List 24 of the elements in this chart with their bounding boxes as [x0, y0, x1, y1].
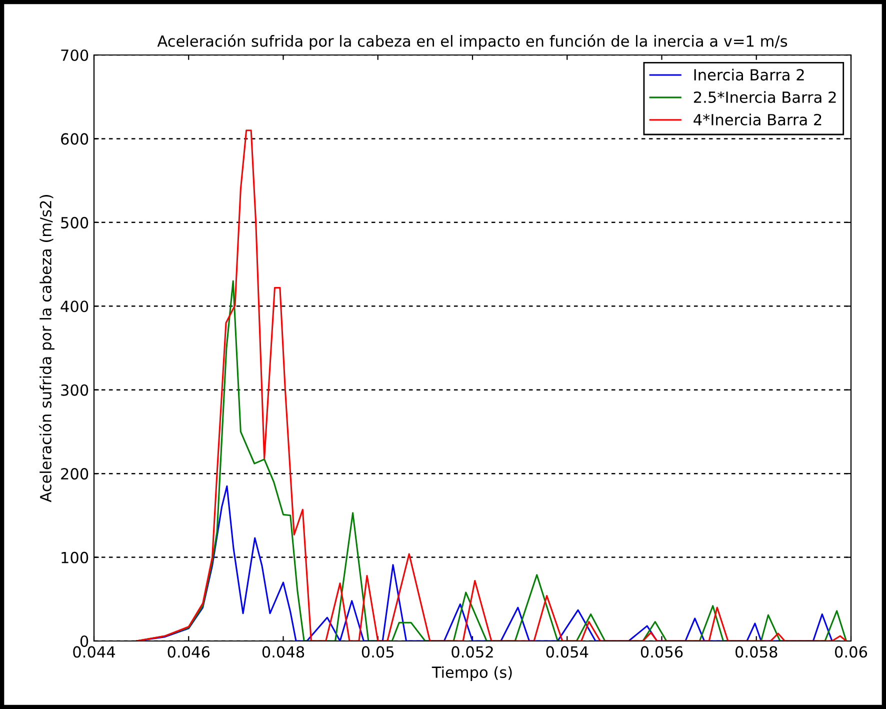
y-tick-label: 0: [80, 635, 88, 648]
legend-label: 2.5*Inercia Barra 2: [694, 91, 836, 103]
y-tick-label: 200: [61, 468, 88, 480]
x-tick-label: 0.058: [736, 646, 778, 658]
y-axis-title: Aceleración sufrida por la cabeza (m/s2): [39, 194, 54, 502]
y-tick-label: 400: [60, 300, 88, 312]
y-tick-label: 700: [61, 49, 88, 62]
y-tick-label: 100: [62, 552, 88, 564]
x-tick-label: 0.052: [452, 646, 493, 658]
x-tick-label: 0.048: [262, 646, 304, 658]
y-tick-label: 300: [61, 384, 88, 396]
x-tick-label: 0.044: [73, 646, 116, 658]
x-tick-label: 0.046: [168, 646, 210, 658]
x-tick-label: 0.054: [546, 646, 588, 658]
legend-label: Inercia Barra 2: [694, 68, 804, 81]
chart-title: Aceleración sufrida por la cabeza en el impacto en función de la inercia a v=1 m/s: [157, 34, 788, 50]
x-axis-title: Tiempo (s): [432, 666, 512, 681]
y-tick-label: 600: [61, 133, 88, 145]
x-tick-label: 0.06: [835, 646, 868, 658]
line-series: [136, 130, 848, 641]
y-tick-label: 500: [61, 216, 88, 228]
legend-label: 4*Inercia Barra 2: [694, 114, 822, 126]
x-tick-label: 0.056: [640, 646, 683, 658]
x-tick-label: 0.05: [362, 646, 394, 658]
